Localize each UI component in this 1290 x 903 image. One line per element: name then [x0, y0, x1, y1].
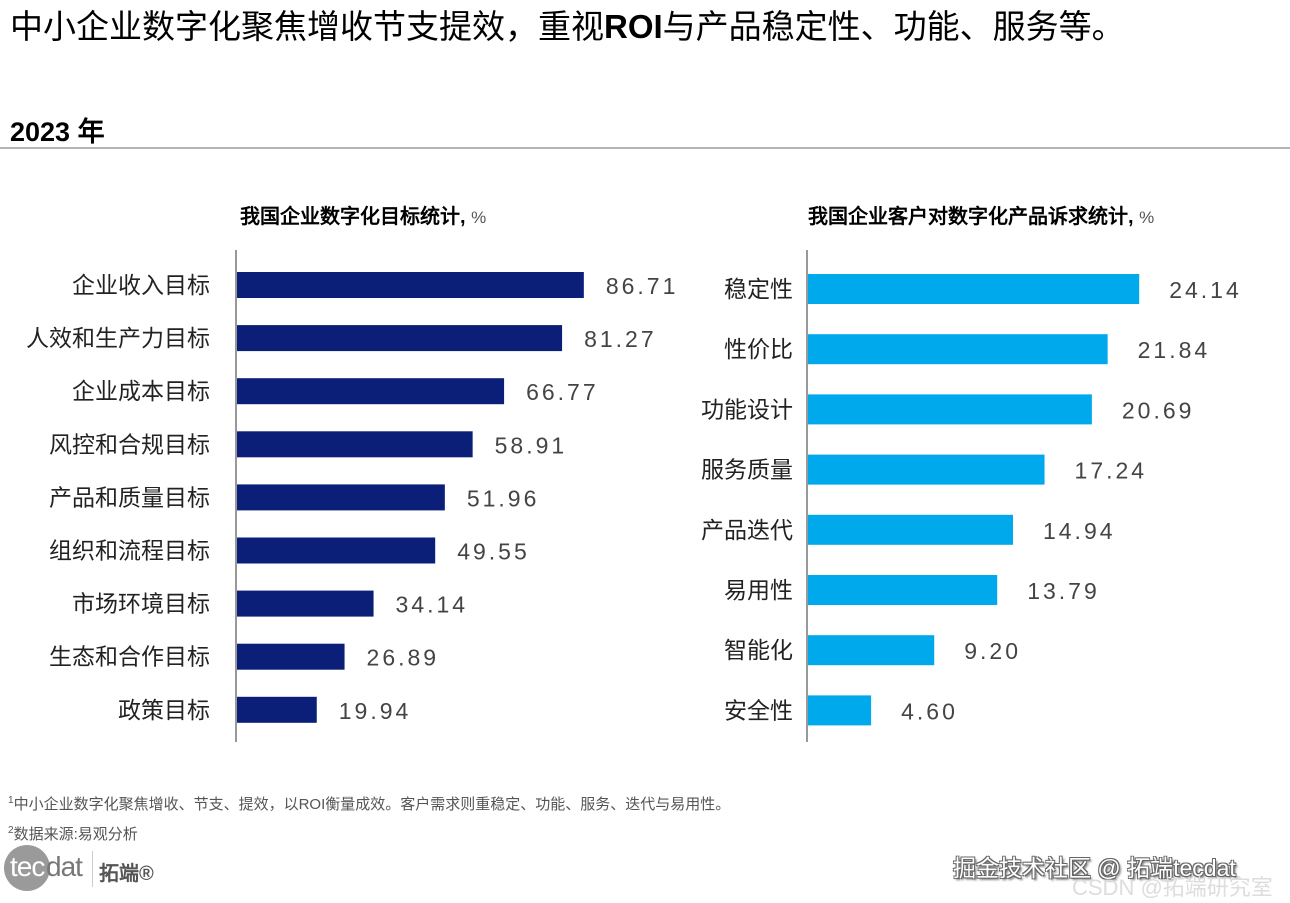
tecdat-logo: tec dat 拓端®	[4, 845, 174, 891]
left-value-label: 81.27	[584, 326, 657, 352]
right-value-label: 4.60	[901, 698, 958, 724]
left-category-label: 产品和质量目标	[49, 484, 210, 510]
right-bar	[808, 514, 1013, 545]
left-bar	[237, 272, 584, 298]
left-bar	[237, 431, 473, 458]
left-category-label: 组织和流程目标	[49, 538, 210, 564]
right-chart: 稳定性 24.14 性价比 21.84 功能设计 20.69 服务质量 17.24 产品迭代 14…	[701, 250, 1242, 742]
left-value-label: 51.96	[467, 485, 540, 511]
logo-circle	[4, 845, 50, 891]
left-bar	[237, 378, 505, 405]
right-bar	[808, 454, 1045, 485]
footnote-1-marker: 1	[8, 795, 14, 806]
right-value-label: 20.69	[1122, 397, 1195, 423]
right-chart-title-text: 我国企业客户对数字化产品诉求统计,	[808, 206, 1134, 228]
right-bar	[808, 695, 872, 726]
left-category-label: 企业收入目标	[72, 272, 210, 298]
right-bar	[808, 575, 998, 605]
left-bar	[237, 537, 436, 564]
right-category-label: 功能设计	[701, 396, 793, 422]
right-category-label: 性价比	[724, 336, 793, 362]
left-chart-title-text: 我国企业数字化目标统计,	[240, 206, 466, 228]
logo-separator	[92, 851, 93, 887]
right-value-label: 13.79	[1027, 578, 1100, 604]
right-bar	[808, 394, 1092, 425]
left-category-label: 政策目标	[118, 697, 210, 723]
header-divider	[0, 147, 1290, 149]
right-chart-unit: %	[1139, 208, 1155, 227]
right-bar	[808, 334, 1108, 365]
left-value-label: 86.71	[606, 273, 679, 299]
left-value-label: 49.55	[457, 539, 530, 565]
footnotes: 1中小企业数字化聚焦增收、节支、提效，以ROI衡量成效。客户需求则重稳定、功能、…	[8, 788, 730, 848]
right-category-label: 稳定性	[724, 276, 793, 302]
logo-cn: 拓端®	[99, 863, 154, 885]
logo-dat: dat	[46, 851, 83, 882]
right-category-label: 智能化	[724, 637, 793, 663]
watermark-juejin: 掘金技术社区 @ 拓端tecdat	[953, 855, 1236, 881]
left-category-label: 企业成本目标	[72, 378, 210, 404]
left-category-label: 人效和生产力目标	[26, 325, 210, 351]
left-chart-title: 我国企业数字化目标统计, %	[240, 200, 486, 229]
left-category-label: 市场环境目标	[72, 591, 210, 617]
right-bar	[808, 274, 1140, 304]
title-part2: 与产品稳定性、功能、服务等。	[662, 8, 1125, 45]
right-category-label: 服务质量	[701, 457, 793, 483]
left-bar	[237, 325, 563, 352]
left-bar	[237, 643, 345, 670]
title-part1: 中小企业数字化聚焦增收节支提效，重视	[10, 8, 604, 45]
left-value-label: 58.91	[495, 432, 568, 458]
right-value-label: 9.20	[964, 638, 1021, 664]
right-bar	[808, 635, 935, 666]
left-value-label: 34.14	[396, 592, 469, 618]
right-category-label: 安全性	[724, 697, 793, 723]
left-value-label: 19.94	[339, 698, 412, 724]
footnote-2-marker: 2	[8, 825, 14, 836]
footnote-1-text: 中小企业数字化聚焦增收、节支、提效，以ROI衡量成效。客户需求则重稳定、功能、服…	[13, 796, 731, 813]
footnote-2-text: 数据来源:易观分析	[13, 826, 138, 843]
footnote-1: 1中小企业数字化聚焦增收、节支、提效，以ROI衡量成效。客户需求则重稳定、功能、…	[8, 788, 730, 818]
left-value-label: 26.89	[367, 645, 440, 671]
right-value-label: 21.84	[1138, 337, 1211, 363]
left-chart-unit: %	[471, 208, 487, 227]
left-bar	[237, 484, 445, 511]
footnote-2: 2数据来源:易观分析	[8, 818, 730, 848]
right-value-label: 17.24	[1075, 458, 1148, 484]
right-value-label: 14.94	[1043, 518, 1116, 544]
bar-charts: 企业收入目标 86.71 人效和生产力目标 81.27 企业成本目标 66.77 风控和合规…	[26, 250, 1242, 742]
page-subtitle: 2023 年	[10, 117, 105, 147]
left-bar	[237, 696, 317, 723]
left-value-label: 66.77	[526, 379, 599, 405]
page-title: 中小企业数字化聚焦增收节支提效，重视ROI与产品稳定性、功能、服务等。	[10, 6, 1270, 48]
left-category-label: 生态和合作目标	[49, 644, 210, 670]
right-value-label: 24.14	[1169, 277, 1242, 303]
left-bar	[237, 590, 374, 617]
left-chart: 企业收入目标 86.71 人效和生产力目标 81.27 企业成本目标 66.77 风控和合规…	[26, 250, 679, 742]
right-category-label: 产品迭代	[701, 517, 793, 543]
right-chart-title: 我国企业客户对数字化产品诉求统计, %	[808, 200, 1154, 229]
right-category-label: 易用性	[724, 577, 793, 603]
left-category-label: 风控和合规目标	[49, 431, 210, 457]
watermark-csdn: CSDN @拓端研究室	[1072, 875, 1273, 900]
title-bold: ROI	[604, 8, 663, 45]
logo-tec: tec	[10, 851, 45, 882]
